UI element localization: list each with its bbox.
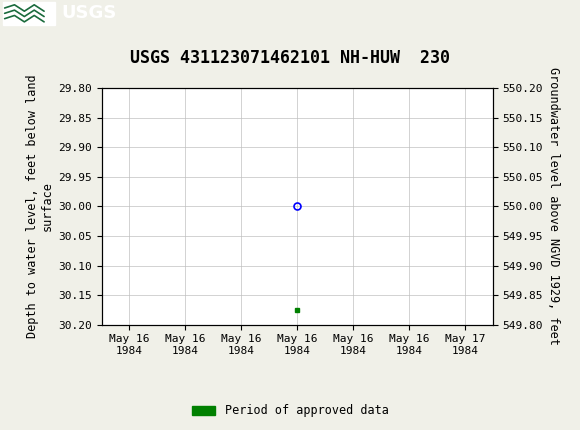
Legend: Period of approved data: Period of approved data	[187, 399, 393, 422]
Text: USGS 431123071462101 NH-HUW  230: USGS 431123071462101 NH-HUW 230	[130, 49, 450, 67]
Bar	[3, 2, 55, 25]
Y-axis label: Groundwater level above NGVD 1929, feet: Groundwater level above NGVD 1929, feet	[548, 68, 560, 345]
Y-axis label: Depth to water level, feet below land
surface: Depth to water level, feet below land su…	[26, 74, 54, 338]
Text: USGS: USGS	[61, 4, 116, 22]
